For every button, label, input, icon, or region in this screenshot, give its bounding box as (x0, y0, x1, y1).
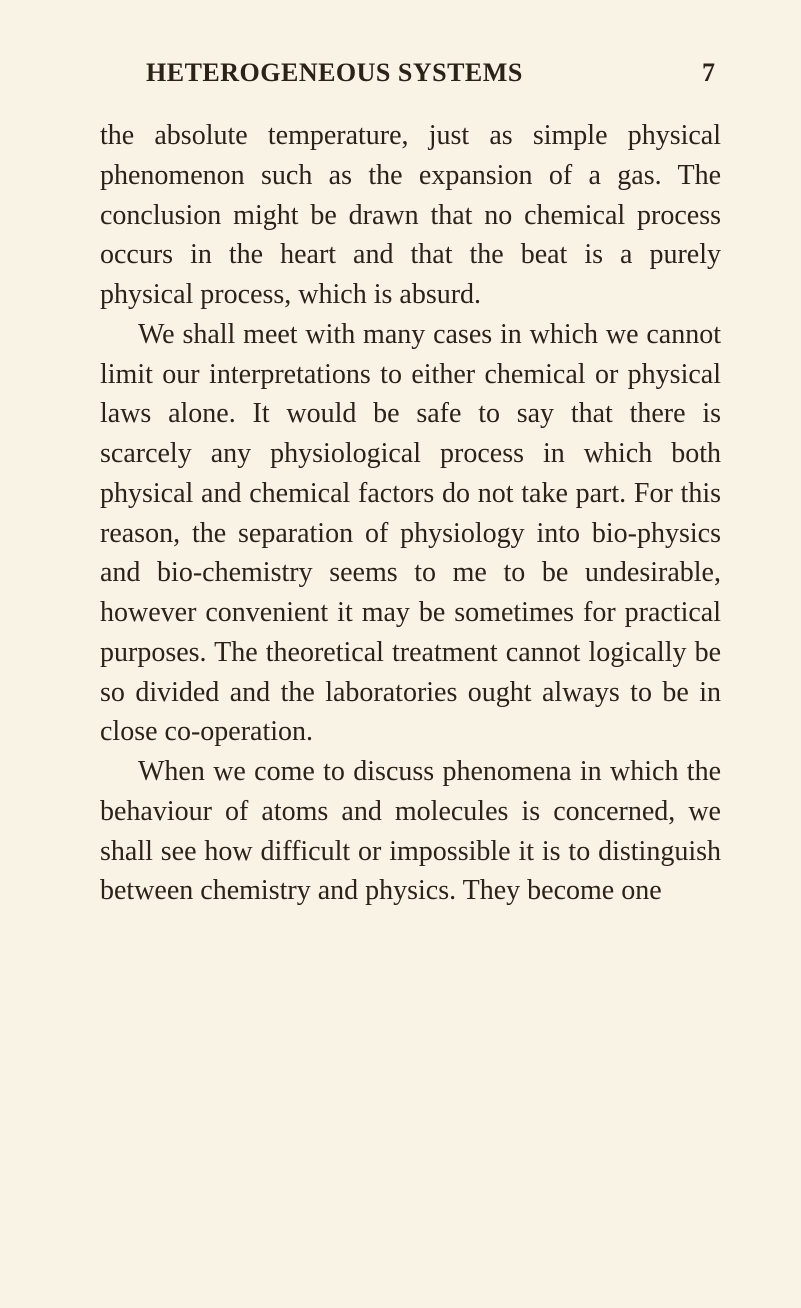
running-header: HETEROGENEOUS SYSTEMS 7 (100, 58, 721, 88)
running-title: HETEROGENEOUS SYSTEMS (146, 58, 523, 88)
page-number: 7 (702, 58, 715, 88)
paragraph: We shall meet with many cases in which w… (100, 315, 721, 752)
paragraph: the absolute temperature, just as simple… (100, 116, 721, 315)
body-text: the absolute temperature, just as simple… (100, 116, 721, 911)
book-page: HETEROGENEOUS SYSTEMS 7 the absolute tem… (0, 0, 801, 1308)
paragraph: When we come to discuss phenomena in whi… (100, 752, 721, 911)
